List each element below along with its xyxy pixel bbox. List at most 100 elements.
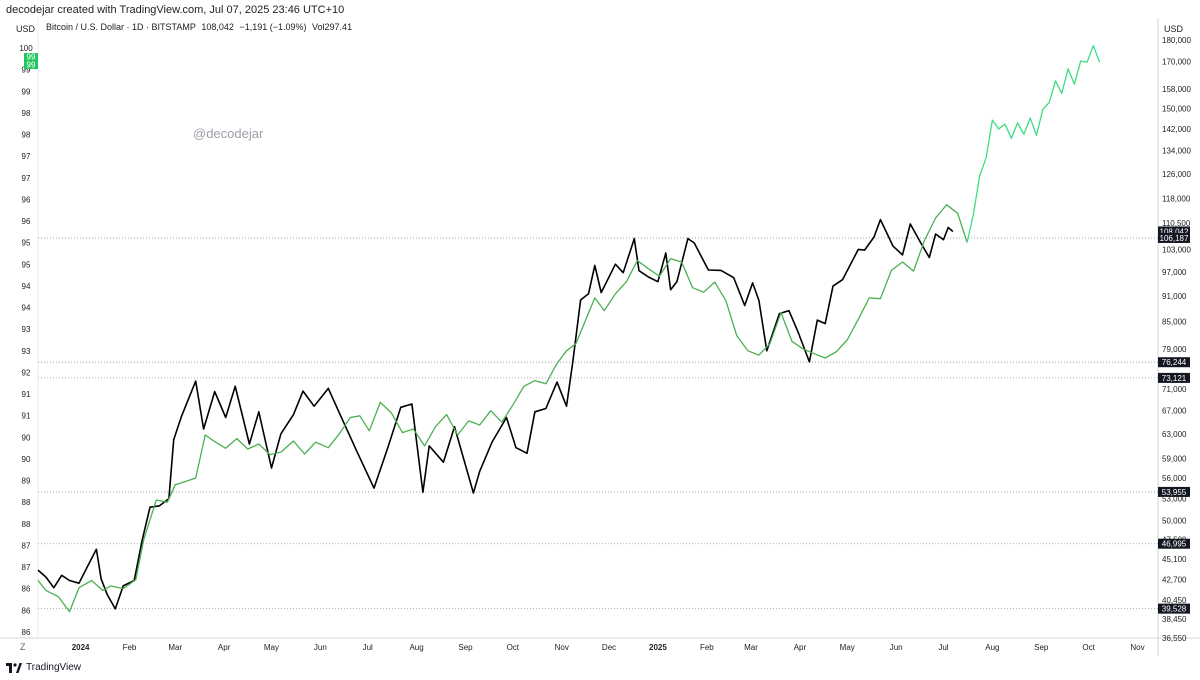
left-axis-tick: 90 (22, 455, 31, 464)
left-axis-tick: 88 (22, 498, 31, 507)
right-axis-tick: 63,000 (1162, 430, 1187, 439)
level-price-tag (1158, 357, 1190, 368)
left-axis-tick: 97 (22, 152, 31, 161)
right-axis-tick: 79,000 (1162, 345, 1187, 354)
right-axis-tick: 170,000 (1162, 57, 1191, 66)
time-axis-label: Sep (1034, 643, 1049, 652)
left-axis-tick: 96 (22, 195, 31, 204)
right-axis-tick: 59,000 (1162, 454, 1187, 463)
time-axis-label: Dec (602, 643, 616, 652)
time-axis-label: Oct (1082, 643, 1095, 652)
right-axis-tick: 150,000 (1162, 104, 1191, 113)
right-axis-tick: 158,000 (1162, 85, 1191, 94)
level-price-tag (1158, 603, 1190, 614)
left-axis-tick: 86 (22, 628, 31, 637)
right-axis-tick: 85,000 (1162, 317, 1187, 326)
time-axis-label: Nov (555, 643, 569, 652)
tradingview-brand: TradingView (26, 662, 82, 673)
right-axis-tick: 40,450 (1162, 596, 1187, 605)
right-axis-tick: 97,000 (1162, 268, 1187, 277)
left-axis-tick: 99 (22, 66, 31, 75)
time-axis-label: Oct (507, 643, 520, 652)
time-axis-label: Jun (890, 643, 903, 652)
time-axis-label: Mar (744, 643, 758, 652)
level-price-tag-label: 46,995 (1162, 540, 1187, 549)
right-axis-tick: 142,000 (1162, 125, 1191, 134)
left-axis-tick: 93 (22, 325, 31, 334)
watermark-text: @decodejar (193, 126, 264, 141)
left-axis-tick: 95 (22, 239, 31, 248)
left-axis-unit: USD (16, 24, 36, 34)
left-axis-tag (24, 61, 38, 69)
left-axis-tag (24, 53, 38, 61)
tradingview-footer: TradingView (6, 662, 81, 673)
left-axis-tick: 87 (22, 563, 31, 572)
volume-value: Vol297.41 (312, 22, 353, 32)
left-axis-tick: 94 (22, 282, 31, 291)
left-axis-tick: 96 (22, 217, 31, 226)
right-axis-tick: 180,000 (1162, 36, 1191, 45)
right-axis-tick: 91,000 (1162, 292, 1187, 301)
right-axis-tick: 67,000 (1162, 407, 1187, 416)
symbol-legend: Bitcoin / U.S. Dollar · 1D · BITSTAMP 10… (46, 22, 355, 32)
left-axis-tick: 94 (22, 304, 31, 313)
last-price: 108,042 (201, 22, 234, 32)
time-axis-label: Feb (700, 643, 714, 652)
time-axis-label: Aug (409, 643, 423, 652)
left-axis-tick: 90 (22, 433, 31, 442)
time-axis-label: Mar (168, 643, 182, 652)
left-axis-tick: 97 (22, 174, 31, 183)
left-axis-tick: 91 (22, 412, 31, 421)
level-price-tag-label: 76,244 (1162, 358, 1187, 367)
time-axis-label: 2025 (649, 643, 667, 652)
price-change: −1,191 (−1.09%) (239, 22, 307, 32)
left-axis-tick: 91 (22, 390, 31, 399)
right-axis-tick: 71,000 (1162, 385, 1187, 394)
level-price-tag-label: 73,121 (1162, 374, 1187, 383)
level-price-tag-label: 53,955 (1162, 488, 1187, 497)
right-axis-tick: 103,000 (1162, 245, 1191, 254)
time-axis-label: Jul (938, 643, 948, 652)
zoom-toggle-button[interactable]: Z (20, 642, 26, 652)
overlay-line (37, 204, 968, 613)
left-axis-tick: 99 (22, 87, 31, 96)
left-axis-tick: 98 (22, 109, 31, 118)
chart-credit: decodejar created with TradingView.com, … (6, 4, 345, 16)
left-axis-tick: 100 (19, 44, 33, 53)
last-price-tag-label: 108,042 (1160, 227, 1189, 236)
left-axis-tick: 98 (22, 131, 31, 140)
right-axis-tick: 134,000 (1162, 147, 1191, 156)
left-axis-tick: 87 (22, 541, 31, 550)
right-axis-tick: 53,000 (1162, 495, 1187, 504)
time-axis-label: May (264, 643, 279, 652)
left-axis-tag-label: 99 (27, 53, 36, 62)
time-axis-label: Sep (458, 643, 473, 652)
left-axis-tick: 93 (22, 347, 31, 356)
right-axis-tick: 118,000 (1162, 194, 1191, 203)
level-price-tag (1158, 232, 1190, 243)
time-axis-label: Nov (1130, 643, 1144, 652)
level-price-tag-label: 39,528 (1162, 605, 1187, 614)
right-axis-tick: 110,500 (1162, 219, 1191, 228)
level-price-tag (1158, 486, 1190, 497)
right-axis-tick: 45,100 (1162, 555, 1187, 564)
time-axis-label: Apr (218, 643, 231, 652)
time-axis-label: Aug (985, 643, 999, 652)
level-price-tag (1158, 538, 1190, 549)
right-axis-tick: 126,000 (1162, 170, 1191, 179)
left-axis-tick: 86 (22, 606, 31, 615)
symbol-title: Bitcoin / U.S. Dollar · 1D · BITSTAMP (46, 22, 196, 32)
btc-price-line (37, 218, 954, 610)
right-axis-tick: 50,000 (1162, 516, 1187, 525)
overlay-projection-line (966, 45, 1101, 243)
right-axis-unit: USD (1164, 24, 1184, 34)
left-axis-tick: 89 (22, 477, 31, 486)
time-axis-label: Jul (363, 643, 373, 652)
right-axis-tick: 36,550 (1162, 634, 1187, 643)
time-axis-label: Feb (123, 643, 137, 652)
time-axis-label: May (840, 643, 855, 652)
tradingview-logo-icon (6, 662, 22, 673)
time-axis-label: Apr (794, 643, 807, 652)
left-axis-tag-label: 99 (27, 61, 36, 70)
